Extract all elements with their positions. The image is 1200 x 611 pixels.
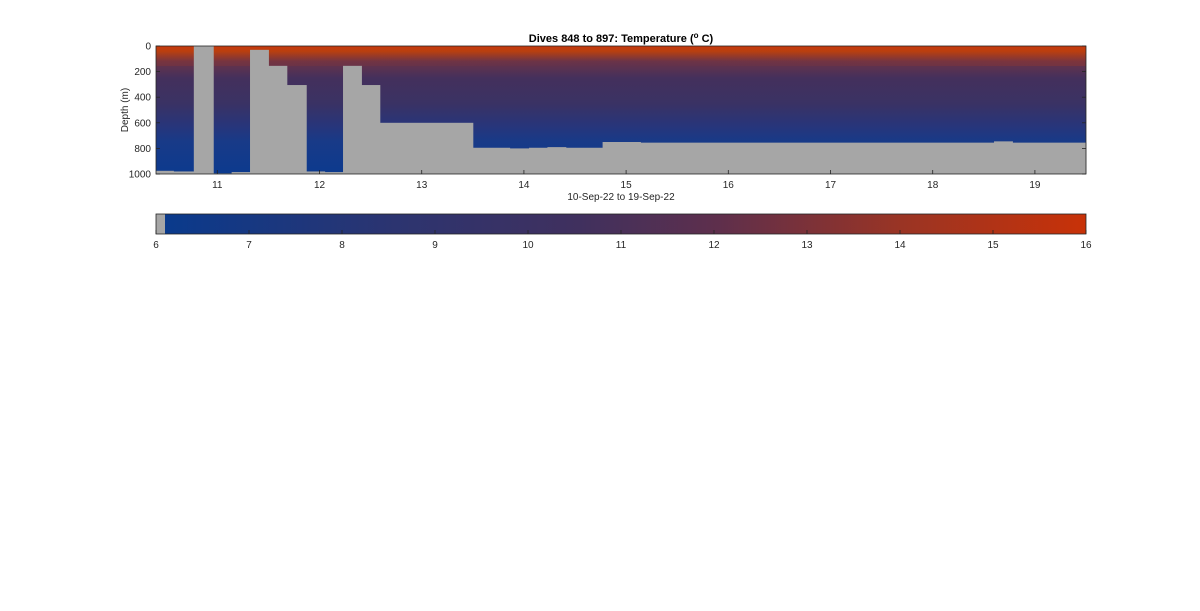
- plot-frame: [155, 45, 1087, 175]
- colorbar-tick-label-4: 10: [522, 240, 534, 251]
- colorbar-gradient: [165, 214, 1086, 234]
- nodata-column-6: [268, 65, 288, 174]
- colorbar-nodata-swatch: [156, 214, 165, 234]
- y-tick-label-4: 800: [134, 144, 151, 155]
- x-tick-label-4: 15: [621, 180, 633, 191]
- nodata-column-7: [286, 85, 307, 174]
- nodata-column-14: [509, 148, 530, 174]
- nodata-column-12: [379, 122, 474, 174]
- x-tick-label-8: 19: [1029, 180, 1041, 191]
- nodata-column-20: [994, 141, 1013, 174]
- nodata-column-13: [472, 147, 511, 174]
- y-axis-label: Depth (m): [120, 88, 131, 132]
- nodata-column-5: [250, 49, 269, 175]
- nodata-column-1: [173, 171, 195, 174]
- nodata-column-10: [343, 65, 362, 174]
- x-tick-label-2: 13: [416, 180, 428, 191]
- x-axis-ticks: 11 12 13 14 15 16 17 18 19: [212, 170, 1041, 191]
- nodata-column-21: [1012, 142, 1087, 174]
- nodata-column-16: [547, 147, 567, 174]
- surface-layer-shading: [156, 46, 1086, 66]
- colorbar-tick-label-7: 13: [801, 240, 813, 251]
- nodata-column-0: [156, 170, 174, 174]
- nodata-column-9: [324, 172, 344, 174]
- colorbar-tick-label-5: 11: [616, 240, 627, 251]
- nodata-column-11: [361, 85, 381, 174]
- x-tick-label-0: 11: [212, 180, 223, 191]
- colorbar-tick-label-10: 16: [1080, 240, 1092, 251]
- x-axis-label: 10-Sep-22 to 19-Sep-22: [567, 192, 675, 203]
- x-tick-label-7: 18: [927, 180, 939, 191]
- nodata-column-2: [193, 46, 214, 174]
- y-tick-label-3: 600: [134, 118, 151, 129]
- y-tick-label-5: 1000: [129, 170, 152, 181]
- x-tick-label-3: 14: [518, 180, 530, 191]
- x-tick-label-5: 16: [723, 180, 735, 191]
- nodata-column-4: [231, 172, 251, 174]
- colorbar-tick-label-1: 7: [246, 240, 252, 251]
- y-tick-label-0: 0: [145, 42, 151, 53]
- nodata-column-8: [306, 171, 326, 174]
- colorbar: 6 7 8 9 10 11 12 13 14 15 16: [153, 213, 1092, 251]
- colorbar-tick-label-0: 6: [153, 240, 159, 251]
- nodata-column-17: [565, 147, 604, 174]
- colorbar-ticks: 6 7 8 9 10 11 12 13 14 15 16: [153, 230, 1092, 251]
- colorbar-tick-label-2: 8: [339, 240, 345, 251]
- nodata-column-19: [640, 142, 995, 174]
- colorbar-tick-label-9: 15: [987, 240, 999, 251]
- colorbar-tick-label-3: 9: [432, 240, 438, 251]
- colorbar-tick-label-8: 14: [894, 240, 906, 251]
- colorbar-tick-label-6: 12: [708, 240, 720, 251]
- nodata-column-18: [602, 142, 641, 174]
- chart-title: Dives 848 to 897: Temperature (o C): [529, 31, 714, 45]
- x-tick-label-1: 12: [314, 180, 326, 191]
- nodata-region: [156, 46, 1087, 175]
- y-axis-ticks: 0 200 400 600 800 1000: [129, 42, 1086, 181]
- y-tick-label-2: 400: [134, 93, 151, 104]
- plot-area: [155, 45, 1087, 175]
- nodata-column-15: [529, 147, 548, 174]
- x-tick-label-6: 17: [825, 180, 837, 191]
- title-superscript: o: [694, 31, 699, 40]
- y-tick-label-1: 200: [134, 67, 151, 78]
